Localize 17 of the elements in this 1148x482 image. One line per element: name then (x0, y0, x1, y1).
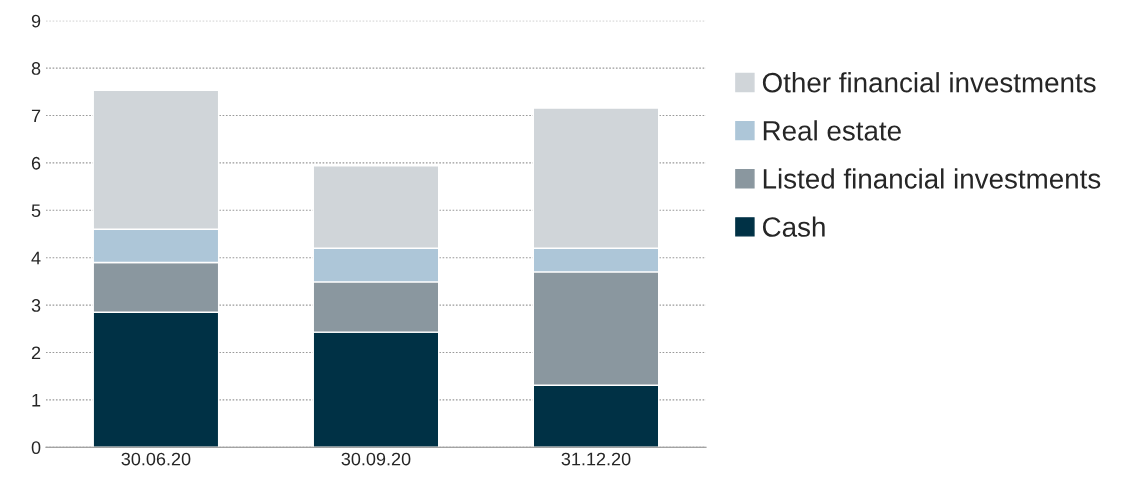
x-tick-label: 30.06.20 (121, 452, 191, 466)
y-tick-label: 5 (31, 204, 41, 218)
y-tick-label: 4 (31, 251, 41, 265)
legend-label: Cash (762, 216, 825, 237)
legend-label: Other financial investments (762, 72, 1096, 93)
x-tick-label: 30.09.20 (341, 452, 411, 466)
y-tick-label: 8 (31, 62, 41, 75)
y-tick-label: 2 (31, 346, 41, 360)
y-tick-label: 0 (31, 441, 41, 455)
y-tick-label: 1 (32, 394, 41, 407)
legend-label: Real estate (763, 120, 901, 141)
x-tick-label: 31.12.20 (561, 452, 631, 466)
legend-label: Listed financial investments (763, 168, 1101, 189)
y-tick-label: 3 (31, 299, 41, 312)
y-tick-label: 7 (31, 109, 41, 123)
y-tick-label: 6 (31, 156, 41, 170)
y-tick-label: 9 (31, 14, 41, 28)
